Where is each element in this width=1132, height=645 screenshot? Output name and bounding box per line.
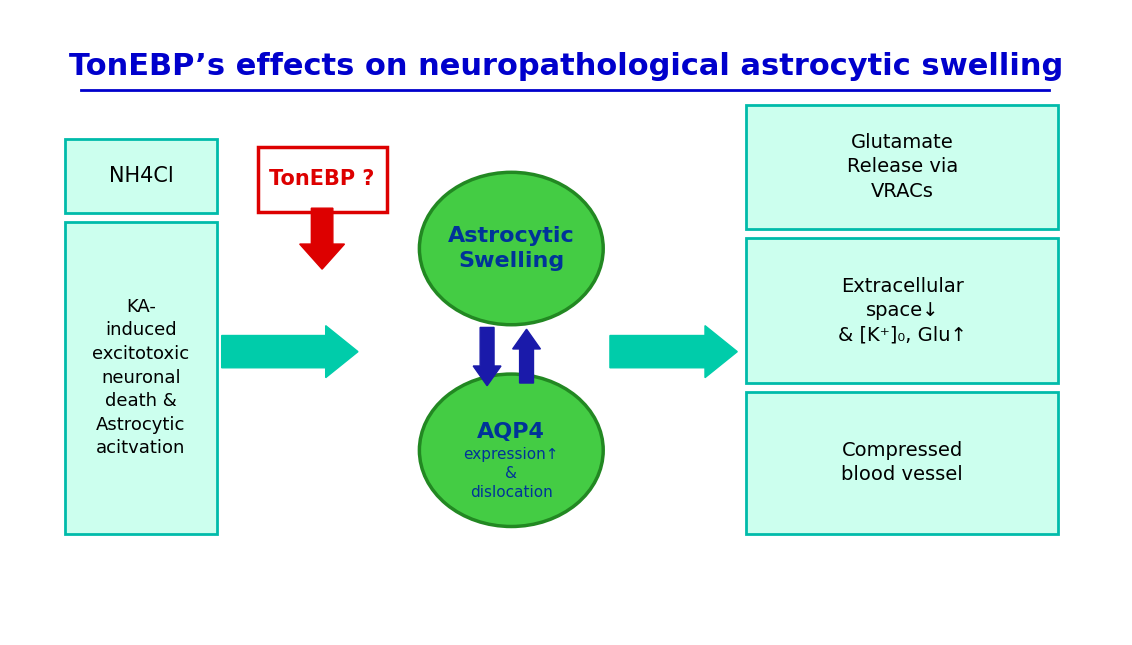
Text: AQP4: AQP4 [478, 422, 546, 442]
FancyBboxPatch shape [65, 139, 217, 213]
FancyArrow shape [300, 208, 344, 269]
Text: Compressed
blood vessel: Compressed blood vessel [841, 441, 963, 484]
Text: Glutamate
Release via
VRACs: Glutamate Release via VRACs [847, 133, 958, 201]
FancyArrow shape [222, 326, 358, 377]
FancyBboxPatch shape [65, 222, 217, 533]
FancyArrow shape [513, 329, 540, 383]
Text: expression↑
&
dislocation: expression↑ & dislocation [463, 448, 559, 500]
Text: Extracellular
space↓
& [K⁺]₀, Glu↑: Extracellular space↓ & [K⁺]₀, Glu↑ [838, 277, 967, 344]
FancyBboxPatch shape [746, 105, 1058, 229]
Text: NH4Cl: NH4Cl [109, 166, 173, 186]
Text: TonEBP ?: TonEBP ? [269, 170, 375, 190]
FancyArrow shape [610, 326, 737, 377]
FancyBboxPatch shape [746, 238, 1058, 383]
Ellipse shape [419, 172, 603, 324]
Text: Astrocytic
Swelling: Astrocytic Swelling [448, 226, 575, 271]
FancyArrow shape [473, 328, 501, 386]
Text: KA-
induced
excitotoxic
neuronal
death &
Astrocytic
acitvation: KA- induced excitotoxic neuronal death &… [93, 298, 189, 457]
Text: TonEBP’s effects on neuropathological astrocytic swelling: TonEBP’s effects on neuropathological as… [69, 52, 1063, 81]
Ellipse shape [419, 374, 603, 526]
FancyBboxPatch shape [746, 392, 1058, 533]
FancyBboxPatch shape [258, 147, 387, 212]
